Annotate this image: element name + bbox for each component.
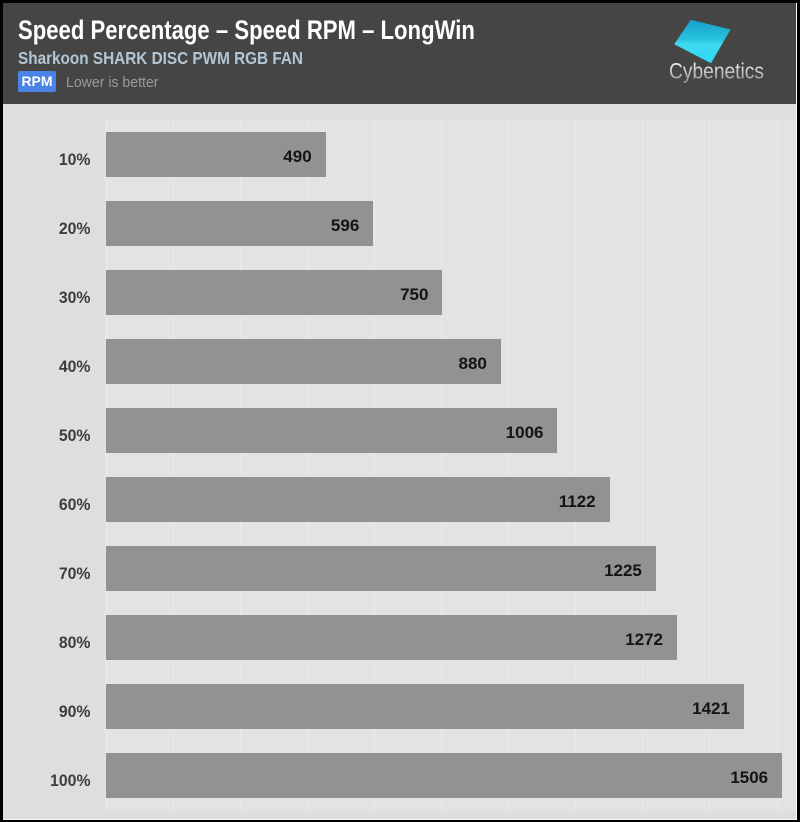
svg-text:Cybenetics: Cybenetics <box>669 59 764 84</box>
